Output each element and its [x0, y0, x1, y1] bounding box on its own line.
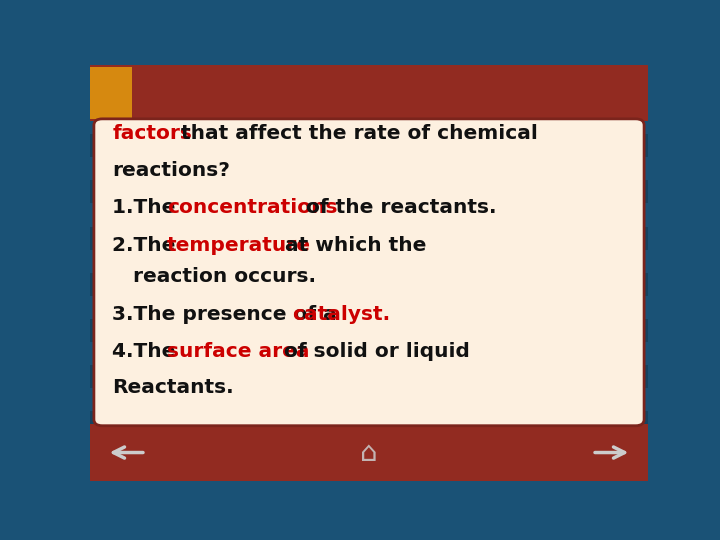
Bar: [90, 65, 648, 88]
Text: surface area: surface area: [167, 342, 310, 361]
Text: reaction occurs.: reaction occurs.: [112, 267, 316, 286]
Text: catalyst.: catalyst.: [292, 305, 390, 324]
Text: 2.The: 2.The: [112, 236, 183, 255]
Text: Reactants.: Reactants.: [112, 377, 234, 396]
Text: 3.The presence of a: 3.The presence of a: [112, 305, 344, 324]
Bar: [90, 67, 132, 119]
Bar: [90, 111, 648, 134]
Bar: [90, 204, 648, 226]
Bar: [90, 226, 648, 249]
Text: reactions?: reactions?: [112, 161, 230, 180]
Text: that affect the rate of chemical: that affect the rate of chemical: [174, 124, 538, 143]
Text: of the reactants.: of the reactants.: [299, 198, 497, 217]
Bar: [90, 424, 648, 481]
Bar: [90, 65, 648, 121]
Text: 1.The: 1.The: [112, 198, 183, 217]
FancyBboxPatch shape: [94, 119, 644, 426]
Bar: [90, 388, 648, 411]
Bar: [90, 365, 648, 388]
Text: factors: factors: [112, 124, 192, 143]
Bar: [90, 411, 648, 434]
Bar: [90, 342, 648, 365]
Bar: [90, 434, 648, 457]
Bar: [90, 88, 648, 111]
Bar: [90, 319, 648, 342]
Bar: [90, 457, 648, 481]
Bar: [90, 180, 648, 204]
Text: ⌂: ⌂: [360, 438, 378, 467]
Text: concentrations: concentrations: [167, 198, 338, 217]
Bar: [90, 249, 648, 273]
Bar: [90, 296, 648, 319]
Text: of solid or liquid: of solid or liquid: [277, 342, 470, 361]
Bar: [90, 134, 648, 157]
Text: 4.The: 4.The: [112, 342, 183, 361]
Text: at which the: at which the: [279, 236, 427, 255]
Text: temperature: temperature: [167, 236, 311, 255]
Bar: [90, 273, 648, 296]
Bar: [90, 157, 648, 180]
